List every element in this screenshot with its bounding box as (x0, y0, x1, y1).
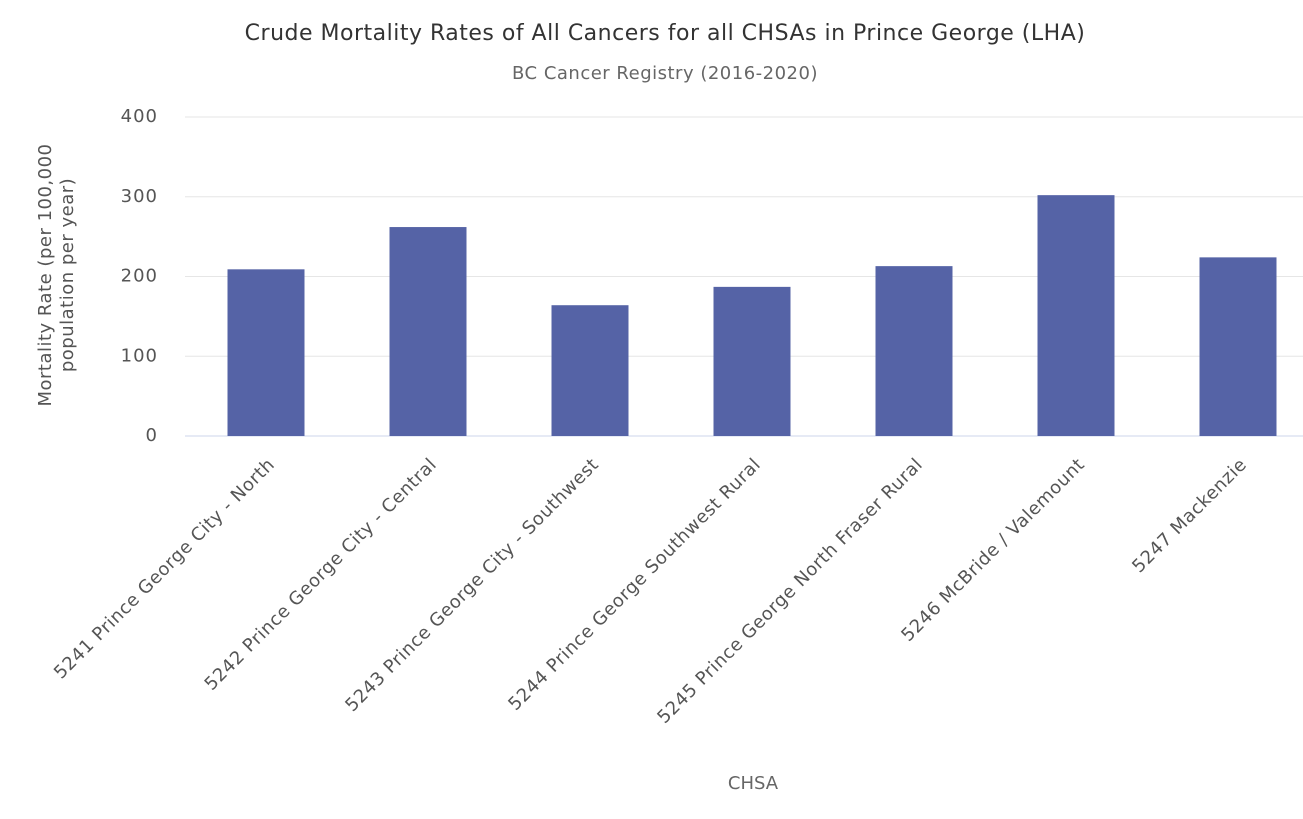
y-tick-label: 300 (121, 186, 158, 207)
x-tick-label: 5244 Prince George Southwest Rural (504, 454, 765, 715)
y-tick-label: 200 (121, 266, 158, 287)
y-tick-label: 400 (121, 106, 158, 127)
bar (1199, 257, 1277, 436)
bar (713, 286, 791, 436)
y-axis-title: Mortality Rate (per 100,000 population p… (35, 143, 78, 407)
bar (1037, 195, 1115, 436)
bar (551, 305, 629, 436)
y-tick-label: 0 (146, 425, 158, 446)
y-tick-label: 100 (121, 345, 158, 366)
x-tick-label: 5245 Prince George North Fraser Rural (653, 454, 927, 728)
x-tick-label: 5247 Mackenzie (1128, 454, 1251, 577)
bar (875, 266, 953, 436)
chart-subtitle: BC Cancer Registry (2016-2020) (512, 63, 818, 84)
bar (227, 269, 305, 436)
x-tick-label: 5243 Prince George City - Southwest (341, 454, 603, 716)
x-tick-label: 5246 McBride / Valemount (897, 454, 1089, 646)
chart-title: Crude Mortality Rates of All Cancers for… (245, 21, 1086, 46)
bar (389, 227, 467, 436)
x-axis-title: CHSA (728, 773, 779, 794)
